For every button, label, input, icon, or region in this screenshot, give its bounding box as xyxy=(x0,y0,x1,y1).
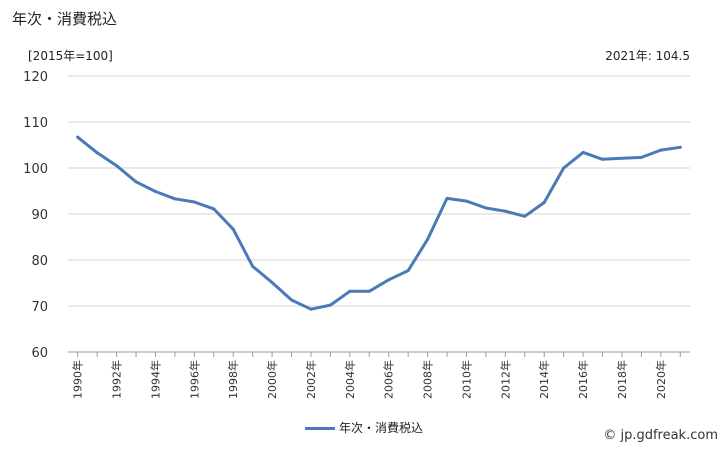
data-point xyxy=(678,145,682,149)
data-point xyxy=(620,156,624,160)
data-point xyxy=(639,155,643,159)
x-axis xyxy=(68,351,690,357)
series-layer xyxy=(76,135,682,311)
data-point xyxy=(115,164,119,168)
x-tick-label: 2000年 xyxy=(265,360,279,399)
data-point xyxy=(309,307,313,311)
data-point xyxy=(601,157,605,161)
data-point xyxy=(134,180,138,184)
chart-title: 年次・消費税込 xyxy=(12,10,118,28)
data-point xyxy=(251,264,255,268)
x-tick-labels: 1990年 1992年 1994年 1996年 1998年 2000年 2002年 2004年… xyxy=(71,360,668,399)
data-point xyxy=(328,303,332,307)
legend-swatch xyxy=(304,427,335,430)
data-point xyxy=(659,148,663,152)
x-tick-label: 2010年 xyxy=(459,360,473,399)
y-tick-label: 90 xyxy=(31,208,48,223)
x-tick-label: 2020年 xyxy=(654,360,668,399)
data-point xyxy=(503,209,507,213)
data-point xyxy=(542,201,546,204)
data-point xyxy=(387,278,391,282)
x-tick-label: 2002年 xyxy=(304,360,318,399)
x-tick-label: 2014年 xyxy=(537,360,551,399)
latest-value-label: 2021年: 104.5 xyxy=(605,49,690,63)
grid-lines xyxy=(68,75,690,353)
x-tick-label: 1996年 xyxy=(187,360,201,399)
x-tick-label: 1994年 xyxy=(148,360,162,399)
series-line xyxy=(76,135,682,311)
data-point xyxy=(173,197,177,201)
legend-label: 年次・消費税込 xyxy=(338,421,423,435)
x-tick-label: 2012年 xyxy=(498,360,512,399)
data-point xyxy=(270,281,274,285)
data-point xyxy=(290,298,294,302)
y-tick-label: 100 xyxy=(23,162,48,177)
y-tick-label: 80 xyxy=(31,254,48,269)
legend: 年次・消費税込 xyxy=(0,419,728,436)
data-point xyxy=(95,151,99,155)
data-point xyxy=(484,206,488,210)
x-tick-label: 2016年 xyxy=(576,360,590,399)
data-point xyxy=(76,135,80,139)
data-point xyxy=(348,289,352,293)
data-point xyxy=(581,150,585,154)
y-tick-label: 60 xyxy=(31,346,48,361)
source-credit: © jp.gdfreak.com xyxy=(603,428,718,443)
data-point xyxy=(445,196,449,200)
y-tick-label: 70 xyxy=(31,300,48,315)
y-axis-unit-label: [2015年=100] xyxy=(28,49,113,63)
x-tick-label: 1998年 xyxy=(226,360,240,399)
data-point xyxy=(153,189,157,193)
y-tick-label: 110 xyxy=(23,116,48,131)
data-point xyxy=(367,289,371,293)
data-point xyxy=(212,207,216,211)
x-tick-label: 1990年 xyxy=(71,360,85,399)
data-point xyxy=(231,227,235,231)
x-tick-label: 2008年 xyxy=(421,360,435,399)
data-point xyxy=(464,199,468,203)
x-tick-label: 2018年 xyxy=(615,360,629,399)
x-tick-label: 2006年 xyxy=(382,360,396,399)
data-point xyxy=(562,166,566,170)
x-tick-label: 1992年 xyxy=(110,360,124,399)
data-point xyxy=(192,200,196,204)
y-tick-label: 120 xyxy=(23,70,48,85)
x-tick-label: 2004年 xyxy=(343,360,357,399)
data-point xyxy=(426,237,430,241)
y-tick-labels: 60 70 80 90 100 110 120 xyxy=(23,70,48,361)
data-point xyxy=(523,214,527,218)
data-point xyxy=(406,269,410,273)
